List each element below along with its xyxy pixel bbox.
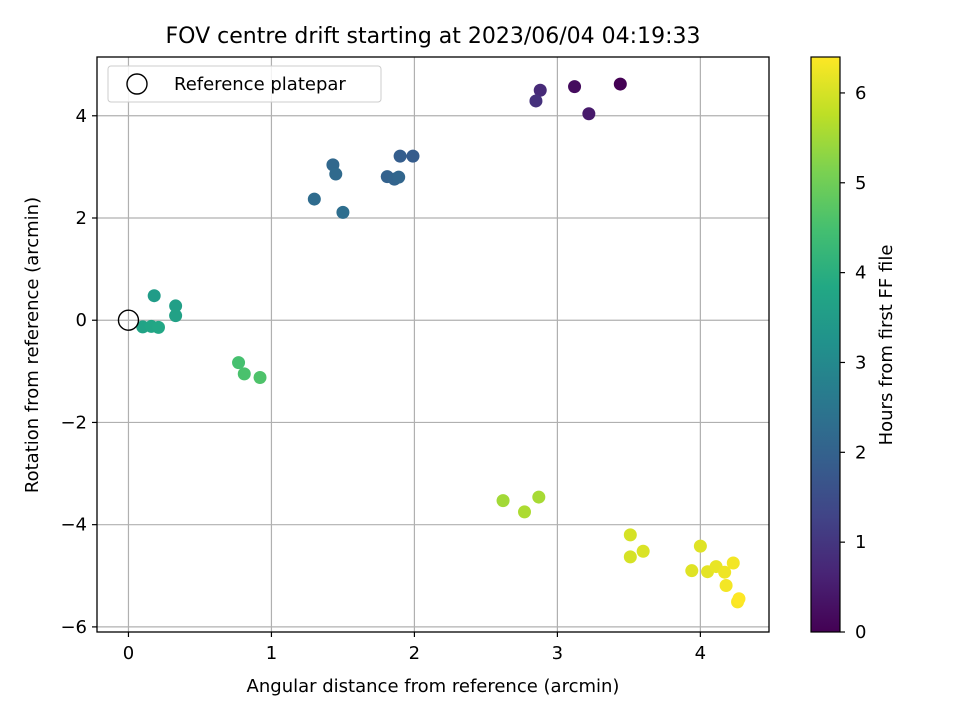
colorbar-tick-label: 0 (855, 622, 866, 643)
colorbar-gradient (810, 56, 841, 633)
data-point (719, 578, 733, 592)
colorbar-tick-label: 3 (855, 352, 866, 373)
legend-marker-reference (126, 73, 148, 95)
reference-point (117, 309, 140, 331)
x-axis-ticks: 0 1 2 3 4 (123, 632, 706, 664)
legend-label-reference: Reference platepar (174, 74, 346, 95)
data-points (117, 77, 746, 609)
y-tick-label: −6 (60, 617, 87, 638)
data-point (623, 528, 637, 542)
data-point (732, 592, 746, 606)
data-point (336, 205, 350, 219)
y-axis-ticks: −6 −4 −2 0 2 4 (60, 106, 97, 638)
legend-box (107, 65, 382, 103)
colorbar-ticks: 0 1 2 3 4 5 6 (840, 83, 866, 643)
colorbar-tick-label: 1 (855, 532, 866, 553)
data-point (169, 299, 183, 313)
colorbar-tick-label: 5 (855, 173, 866, 194)
data-point (582, 107, 596, 121)
chart-title: FOV centre drift starting at 2023/06/04 … (166, 24, 701, 49)
data-point (169, 309, 183, 323)
data-point (329, 167, 343, 181)
y-tick-label: 2 (76, 208, 87, 229)
x-tick-label: 0 (123, 643, 134, 664)
data-point (406, 149, 420, 163)
data-point (393, 149, 407, 163)
data-point (392, 170, 406, 184)
data-point (636, 544, 650, 558)
grid-lines (97, 57, 769, 632)
colorbar-tick-label: 6 (855, 83, 866, 104)
data-point (307, 192, 321, 206)
data-point (568, 80, 582, 94)
x-tick-label: 2 (409, 643, 420, 664)
data-point (253, 370, 267, 384)
data-point (685, 564, 699, 578)
colorbar: 0 1 2 3 4 5 6 Hours from first FF file (810, 56, 897, 643)
y-axis-label: Rotation from reference (arcmin) (22, 197, 43, 493)
data-point (232, 356, 246, 370)
y-tick-label: 4 (76, 106, 87, 127)
colorbar-tick-label: 4 (855, 263, 866, 284)
plot-frame (96, 56, 770, 633)
data-point (237, 367, 251, 381)
data-point (613, 77, 627, 91)
x-tick-label: 4 (695, 643, 706, 664)
colorbar-tick-label: 2 (855, 442, 866, 463)
colorbar-label: Hours from first FF file (876, 245, 897, 446)
data-point (147, 289, 161, 303)
data-point (532, 490, 546, 504)
data-point (529, 94, 543, 108)
x-axis-label: Angular distance from reference (arcmin) (247, 676, 620, 697)
y-tick-label: −4 (60, 515, 87, 536)
data-point (518, 505, 532, 519)
y-tick-label: 0 (76, 310, 87, 331)
data-point (151, 320, 165, 334)
data-point (623, 550, 637, 564)
x-tick-label: 3 (552, 643, 563, 664)
data-point (533, 83, 547, 97)
legend: Reference platepar (107, 65, 382, 103)
data-point (693, 539, 707, 553)
data-point (718, 565, 732, 579)
data-point (726, 556, 740, 570)
data-point (496, 494, 510, 508)
y-tick-label: −2 (60, 412, 87, 433)
x-tick-label: 1 (266, 643, 277, 664)
